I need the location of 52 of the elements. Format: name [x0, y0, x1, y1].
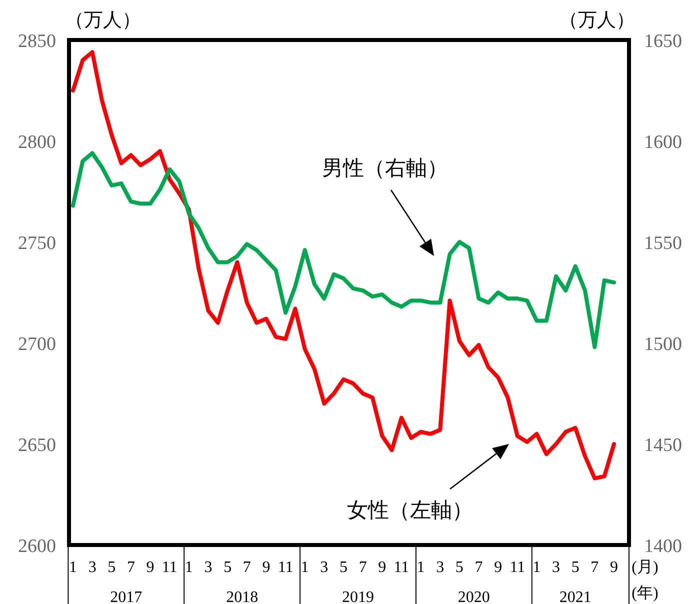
text: 2017 — [110, 589, 142, 604]
y2-axis-title: （万人） — [559, 10, 635, 31]
x-tick-label: 1 — [300, 559, 309, 576]
y-tick-label: 2800 — [18, 132, 56, 153]
x-tick-label: 7 — [474, 559, 483, 576]
x-tick-label: 5 — [340, 559, 348, 576]
x-tick-label: 7 — [126, 559, 135, 576]
y2-tick-label: 1650 — [644, 31, 682, 52]
x-tick-label: 11 — [162, 559, 178, 576]
x-tick-label: 5 — [224, 559, 232, 576]
y2-tick-label: 1400 — [644, 536, 682, 557]
y-tick-label: 2650 — [18, 435, 56, 456]
x-tick-label: 1 — [184, 559, 193, 576]
y-tick-label: 2850 — [18, 31, 56, 52]
y2-tick-label: 1500 — [644, 334, 682, 355]
x-tick-label: 11 — [510, 559, 526, 576]
y-axis-title: （万人） — [65, 10, 141, 31]
x-tick-label: 1 — [416, 559, 425, 576]
y2-tick-label: 1600 — [644, 132, 682, 153]
x-tick-label: 5 — [455, 559, 464, 576]
text: 2018 — [226, 589, 258, 604]
text: 2021 — [559, 589, 592, 604]
x-tick-label: 7 — [358, 559, 367, 576]
x-tick-label: 9 — [146, 559, 154, 576]
x-tick-label: 7 — [590, 559, 599, 576]
y-tick-label: 2700 — [18, 334, 56, 355]
x-tick-label: 1 — [532, 559, 541, 576]
x-tick-label: 11 — [278, 559, 294, 576]
x-tick-label: 9 — [610, 559, 618, 576]
x-tick-label: 5 — [571, 559, 580, 576]
x-axis-title: (月) — [632, 559, 658, 576]
y-tick-label: 2750 — [18, 233, 56, 254]
text: (年) — [632, 585, 658, 602]
y2-tick-label: 1550 — [644, 233, 682, 254]
annotation: 女性（左軸） — [347, 498, 473, 522]
x-tick-label: 3 — [204, 559, 212, 576]
x-tick-label: 9 — [494, 559, 502, 576]
x-tick-label: 3 — [436, 559, 444, 576]
x-tick-label: 11 — [394, 559, 410, 576]
y2-tick-label: 1450 — [644, 435, 682, 456]
x-tick-label: 9 — [262, 559, 270, 576]
annotation: 男性（右軸） — [322, 156, 448, 180]
text: 2019 — [342, 589, 374, 604]
y-tick-label: 2600 — [18, 536, 56, 557]
x-tick-label: 1 — [69, 559, 77, 576]
x-tick-label: 3 — [552, 559, 560, 576]
text: 2020 — [458, 589, 490, 604]
x-tick-label: 3 — [88, 559, 96, 576]
x-tick-label: 7 — [242, 559, 251, 576]
x-tick-label: 5 — [108, 559, 116, 576]
x-tick-label: 9 — [378, 559, 386, 576]
x-tick-label: 3 — [320, 559, 328, 576]
